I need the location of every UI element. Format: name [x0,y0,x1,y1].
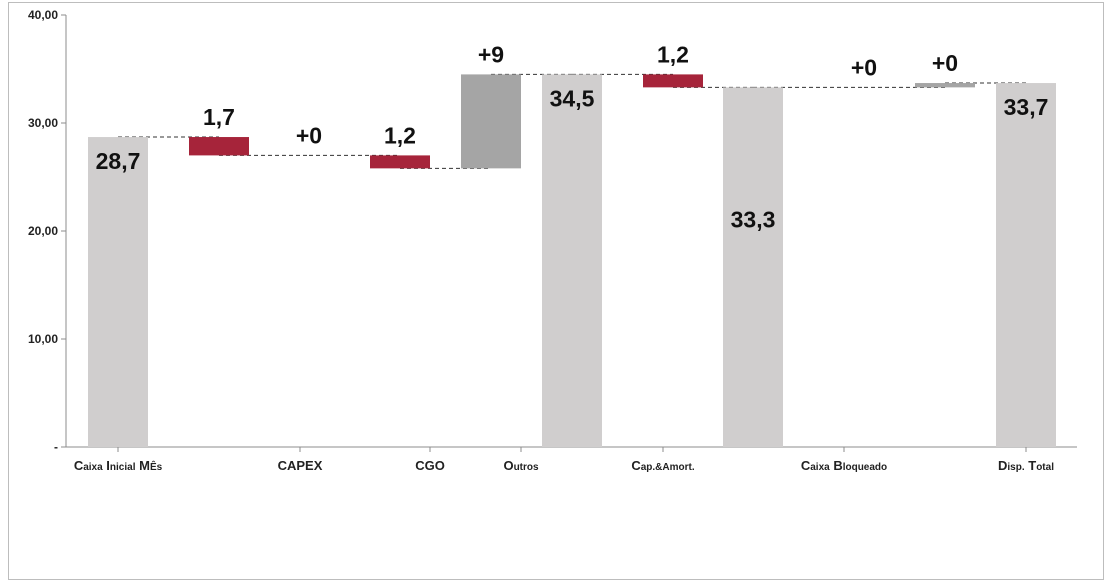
x-tick-label: Caixa Inicial MÊs [74,458,163,473]
x-tick-label: Cap.&Amort. [631,458,695,473]
data-label: +0 [296,122,322,148]
y-tick-label: 10,00 [28,332,58,346]
axes: - 10,00 20,00 30,00 40,00 Caixa Inicial MÊs CA… [28,8,1077,473]
x-tick-label: CAPEX [278,458,323,473]
x-tick-label: Caixa Bloqueado [801,458,887,473]
bar-decrease [370,155,430,169]
data-label: 1,7 [203,104,235,130]
x-tick-label: Disp. Total [998,458,1054,473]
x-tick-label: CGO [415,458,445,473]
data-labels: 28,7 1,7 +0 1,2 +9 34,5 1,2 33,3 +0 +0 33,7 [96,41,1049,232]
bar-decrease [189,137,249,156]
bar-increase [915,83,975,88]
y-tick-label: - [54,440,58,454]
bar-increase [461,74,521,169]
data-label: +0 [851,54,877,80]
x-tick-label: Outros [503,458,539,473]
bar-total [88,137,148,448]
data-label: 1,2 [657,41,689,67]
data-label: +0 [932,50,958,76]
bar-total [723,87,783,448]
bar-total [996,83,1056,447]
bar-decrease [643,74,703,88]
bars [88,74,1056,448]
data-label: 28,7 [96,148,141,174]
data-label: 33,7 [1004,94,1049,120]
y-tick-label: 30,00 [28,116,58,130]
data-label: 34,5 [550,85,595,111]
y-tick-label: 20,00 [28,224,58,238]
data-label: 1,2 [384,122,416,148]
data-label: 33,3 [731,206,776,232]
bar-total [542,74,602,448]
y-tick-label: 40,00 [28,8,58,22]
data-label: +9 [478,41,504,67]
